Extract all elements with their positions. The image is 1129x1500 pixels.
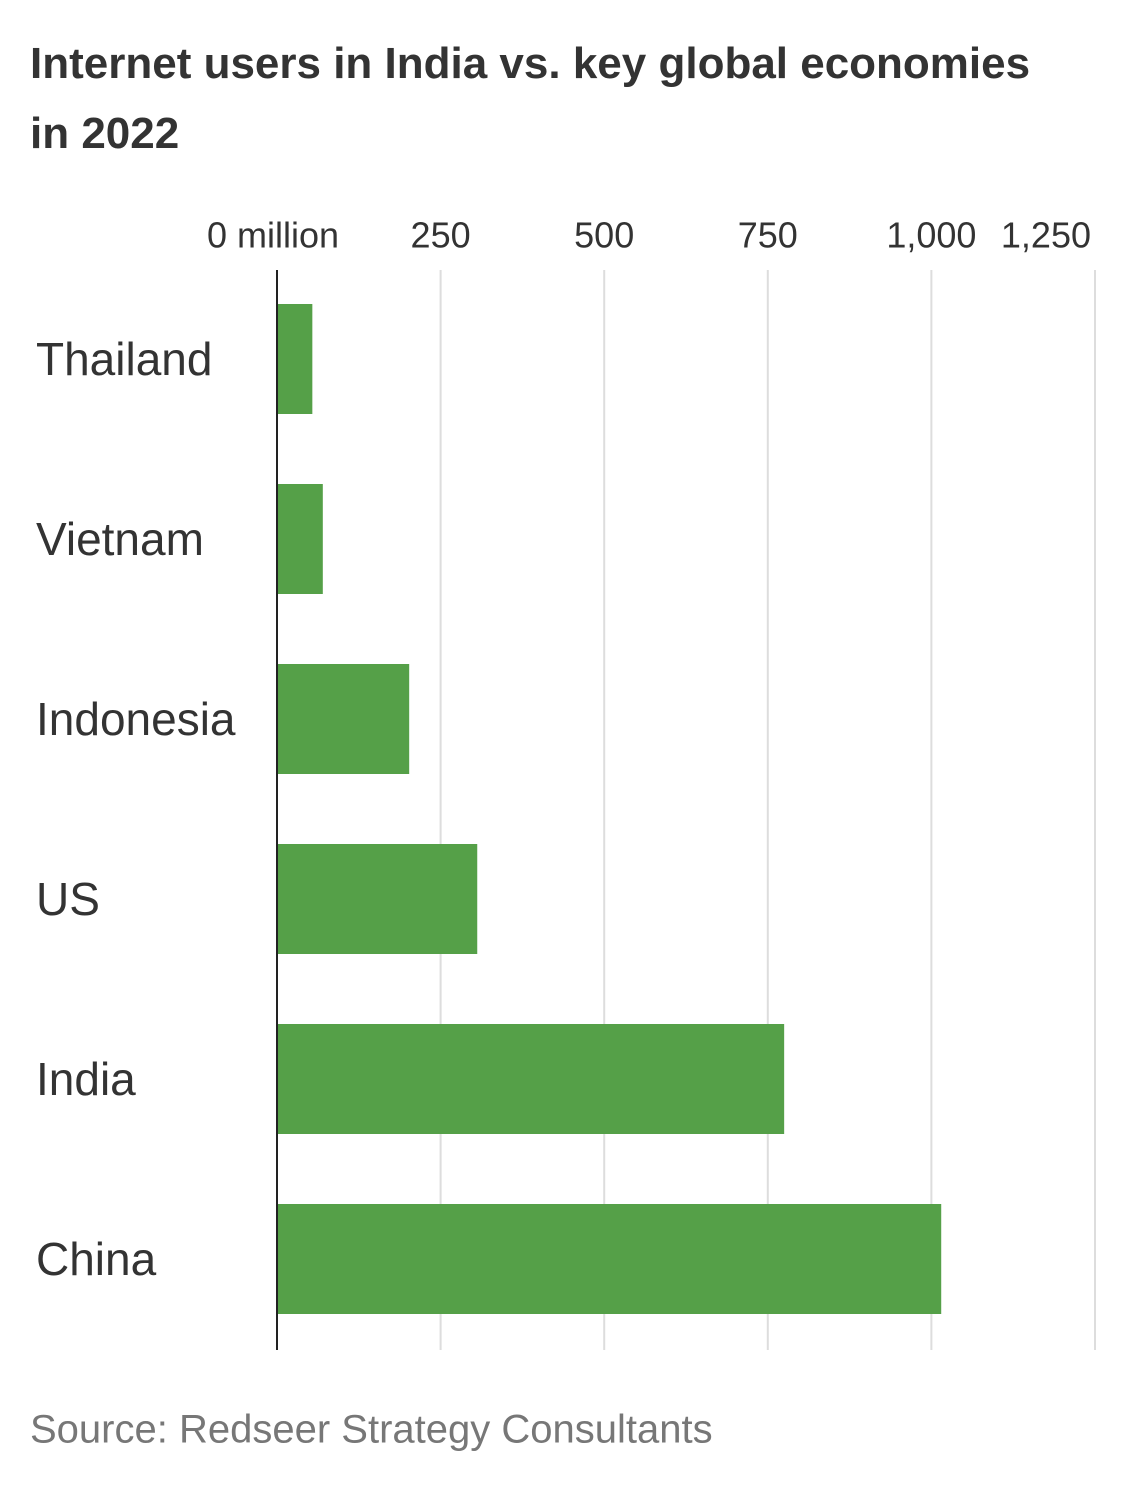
y-tick-label: India bbox=[36, 1053, 136, 1105]
x-tick-label: 1,250 bbox=[1001, 215, 1091, 256]
bar bbox=[277, 1024, 785, 1134]
y-tick-label: US bbox=[36, 873, 100, 925]
bar bbox=[277, 1204, 942, 1314]
bar bbox=[277, 304, 313, 414]
x-tick-label: 1,000 bbox=[886, 215, 976, 256]
bar bbox=[277, 664, 410, 774]
y-tick-label: Indonesia bbox=[36, 693, 236, 745]
bar bbox=[277, 484, 323, 594]
x-tick-label: 500 bbox=[574, 215, 634, 256]
x-tick-label: 0 million bbox=[207, 215, 339, 256]
y-tick-label: China bbox=[36, 1233, 157, 1285]
source: Source: Redseer Strategy Consultants bbox=[30, 1408, 713, 1452]
x-tick-label: 250 bbox=[411, 215, 471, 256]
bar bbox=[277, 844, 478, 954]
y-tick-label: Vietnam bbox=[36, 513, 204, 565]
x-tick-label: 750 bbox=[738, 215, 798, 256]
chart-title: Internet users in India vs. key global e… bbox=[30, 39, 1030, 158]
y-tick-label: Thailand bbox=[36, 333, 212, 385]
